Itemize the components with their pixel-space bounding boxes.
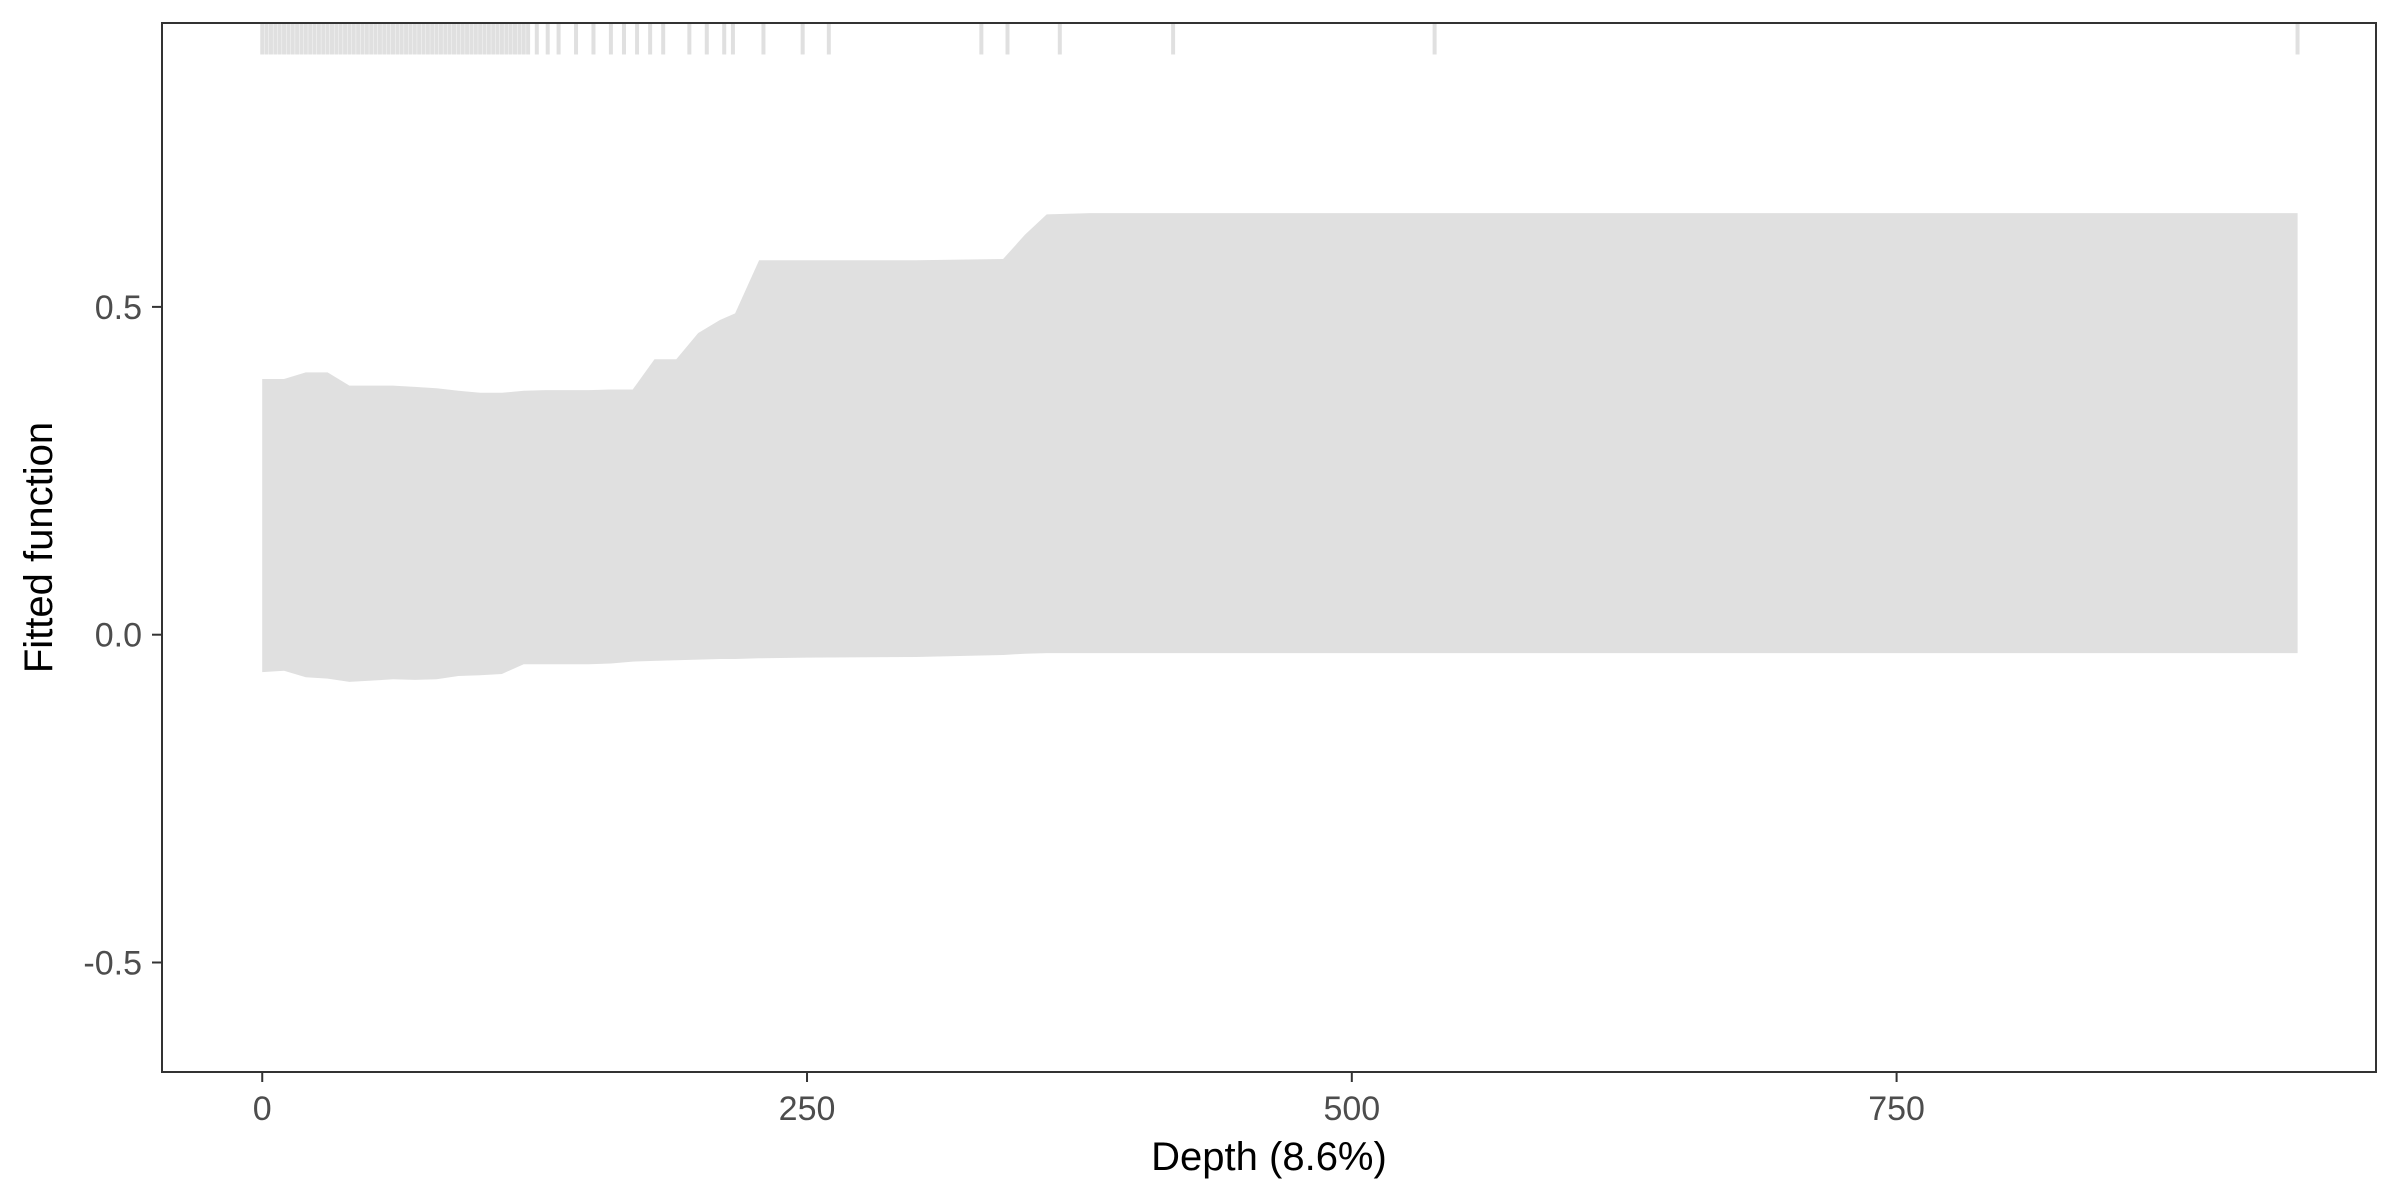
rug-marks (260, 23, 2300, 55)
plot-panel (161, 22, 2377, 1073)
x-tick-label: 0 (253, 1090, 272, 1128)
panel-border (161, 22, 2377, 1073)
y-tick-label: 0.5 (95, 289, 142, 327)
y-axis: -0.5 0.0 0.5 (83, 289, 162, 983)
x-axis-title: Depth (8.6%) (1151, 1135, 1387, 1179)
x-tick-label: 500 (1323, 1090, 1380, 1128)
x-tick-label: 250 (779, 1090, 836, 1128)
y-tick-label: -0.5 (83, 945, 142, 983)
y-tick-label: 0.0 (95, 617, 142, 655)
y-axis-title: Fitted function (17, 422, 61, 673)
x-axis: 0 250 500 750 (253, 1072, 1925, 1128)
x-tick-label: 750 (1868, 1090, 1925, 1128)
confidence-band (262, 213, 2298, 682)
